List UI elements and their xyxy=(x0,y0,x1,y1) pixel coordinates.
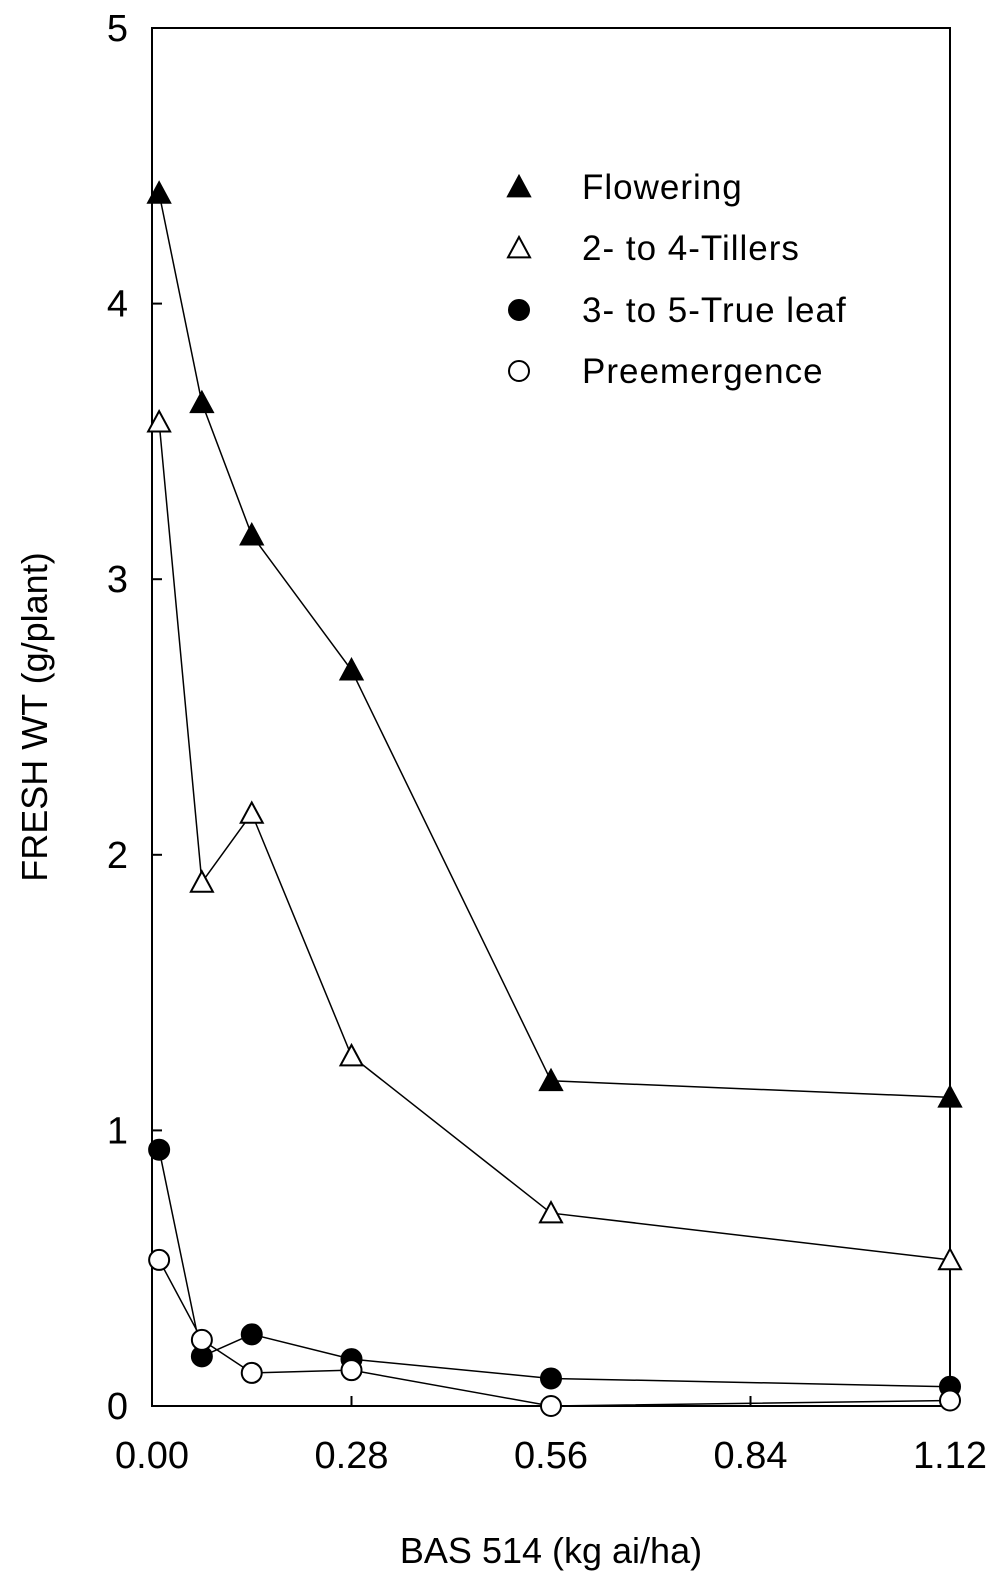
legend-label: Flowering xyxy=(582,168,743,207)
series-line xyxy=(158,1259,951,1407)
data-point xyxy=(540,1395,562,1417)
data-point xyxy=(189,869,215,893)
legend: Flowering 2- to 4-Tillers 3- to 5-True lea… xyxy=(506,168,847,391)
series-layer xyxy=(146,180,963,1417)
legend-label: 3- to 5-True leaf xyxy=(582,291,847,330)
series-0 xyxy=(146,180,963,1108)
data-point xyxy=(538,1199,564,1224)
data-point xyxy=(239,800,265,824)
series-line xyxy=(158,1149,951,1388)
legend-marker xyxy=(508,299,530,321)
y-axis-ticks: 0 1 2 3 4 5 xyxy=(107,8,162,1428)
data-point xyxy=(239,522,265,546)
data-point xyxy=(148,1138,171,1161)
data-point xyxy=(540,1367,562,1390)
series-line xyxy=(158,193,951,1099)
y-tick-label: 1 xyxy=(107,1110,128,1152)
data-point xyxy=(190,1328,213,1351)
data-point xyxy=(937,1084,963,1108)
data-point xyxy=(240,1323,263,1346)
x-tick-label: 0.28 xyxy=(315,1435,389,1477)
y-tick-label: 0 xyxy=(107,1386,128,1428)
series-1 xyxy=(146,409,963,1271)
x-tick-label: 0.56 xyxy=(514,1435,588,1477)
data-point xyxy=(937,1246,963,1271)
y-tick-label: 4 xyxy=(107,284,128,326)
y-tick-label: 5 xyxy=(107,8,128,50)
legend-marker xyxy=(506,234,532,259)
data-point xyxy=(538,1067,564,1092)
data-point xyxy=(939,1389,961,1412)
legend-label: Preemergence xyxy=(582,352,824,391)
data-point xyxy=(338,657,365,681)
data-point xyxy=(338,1042,365,1067)
x-axis-title: BAS 514 (kg ai/ha) xyxy=(400,1530,702,1571)
x-tick-label: 0.00 xyxy=(115,1435,189,1477)
data-point xyxy=(146,409,172,433)
data-point xyxy=(148,1248,171,1271)
x-tick-label: 0.84 xyxy=(714,1435,788,1477)
data-point xyxy=(189,389,215,414)
series-2 xyxy=(148,1138,961,1398)
legend-marker xyxy=(508,360,530,382)
series-3 xyxy=(148,1248,961,1417)
data-point xyxy=(240,1361,263,1384)
data-point xyxy=(146,180,172,204)
x-tick-label: 1.12 xyxy=(913,1435,987,1477)
y-axis-title: FRESH WT (g/plant) xyxy=(14,552,55,881)
series-line xyxy=(158,422,951,1261)
legend-label: 2- to 4-Tillers xyxy=(582,229,800,268)
data-point xyxy=(340,1359,363,1382)
legend-marker xyxy=(506,173,532,198)
y-tick-label: 3 xyxy=(107,559,128,601)
y-tick-label: 2 xyxy=(107,835,128,877)
plot-frame xyxy=(151,27,951,1407)
